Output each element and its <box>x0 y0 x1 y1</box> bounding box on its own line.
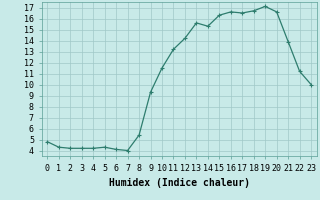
X-axis label: Humidex (Indice chaleur): Humidex (Indice chaleur) <box>109 178 250 188</box>
